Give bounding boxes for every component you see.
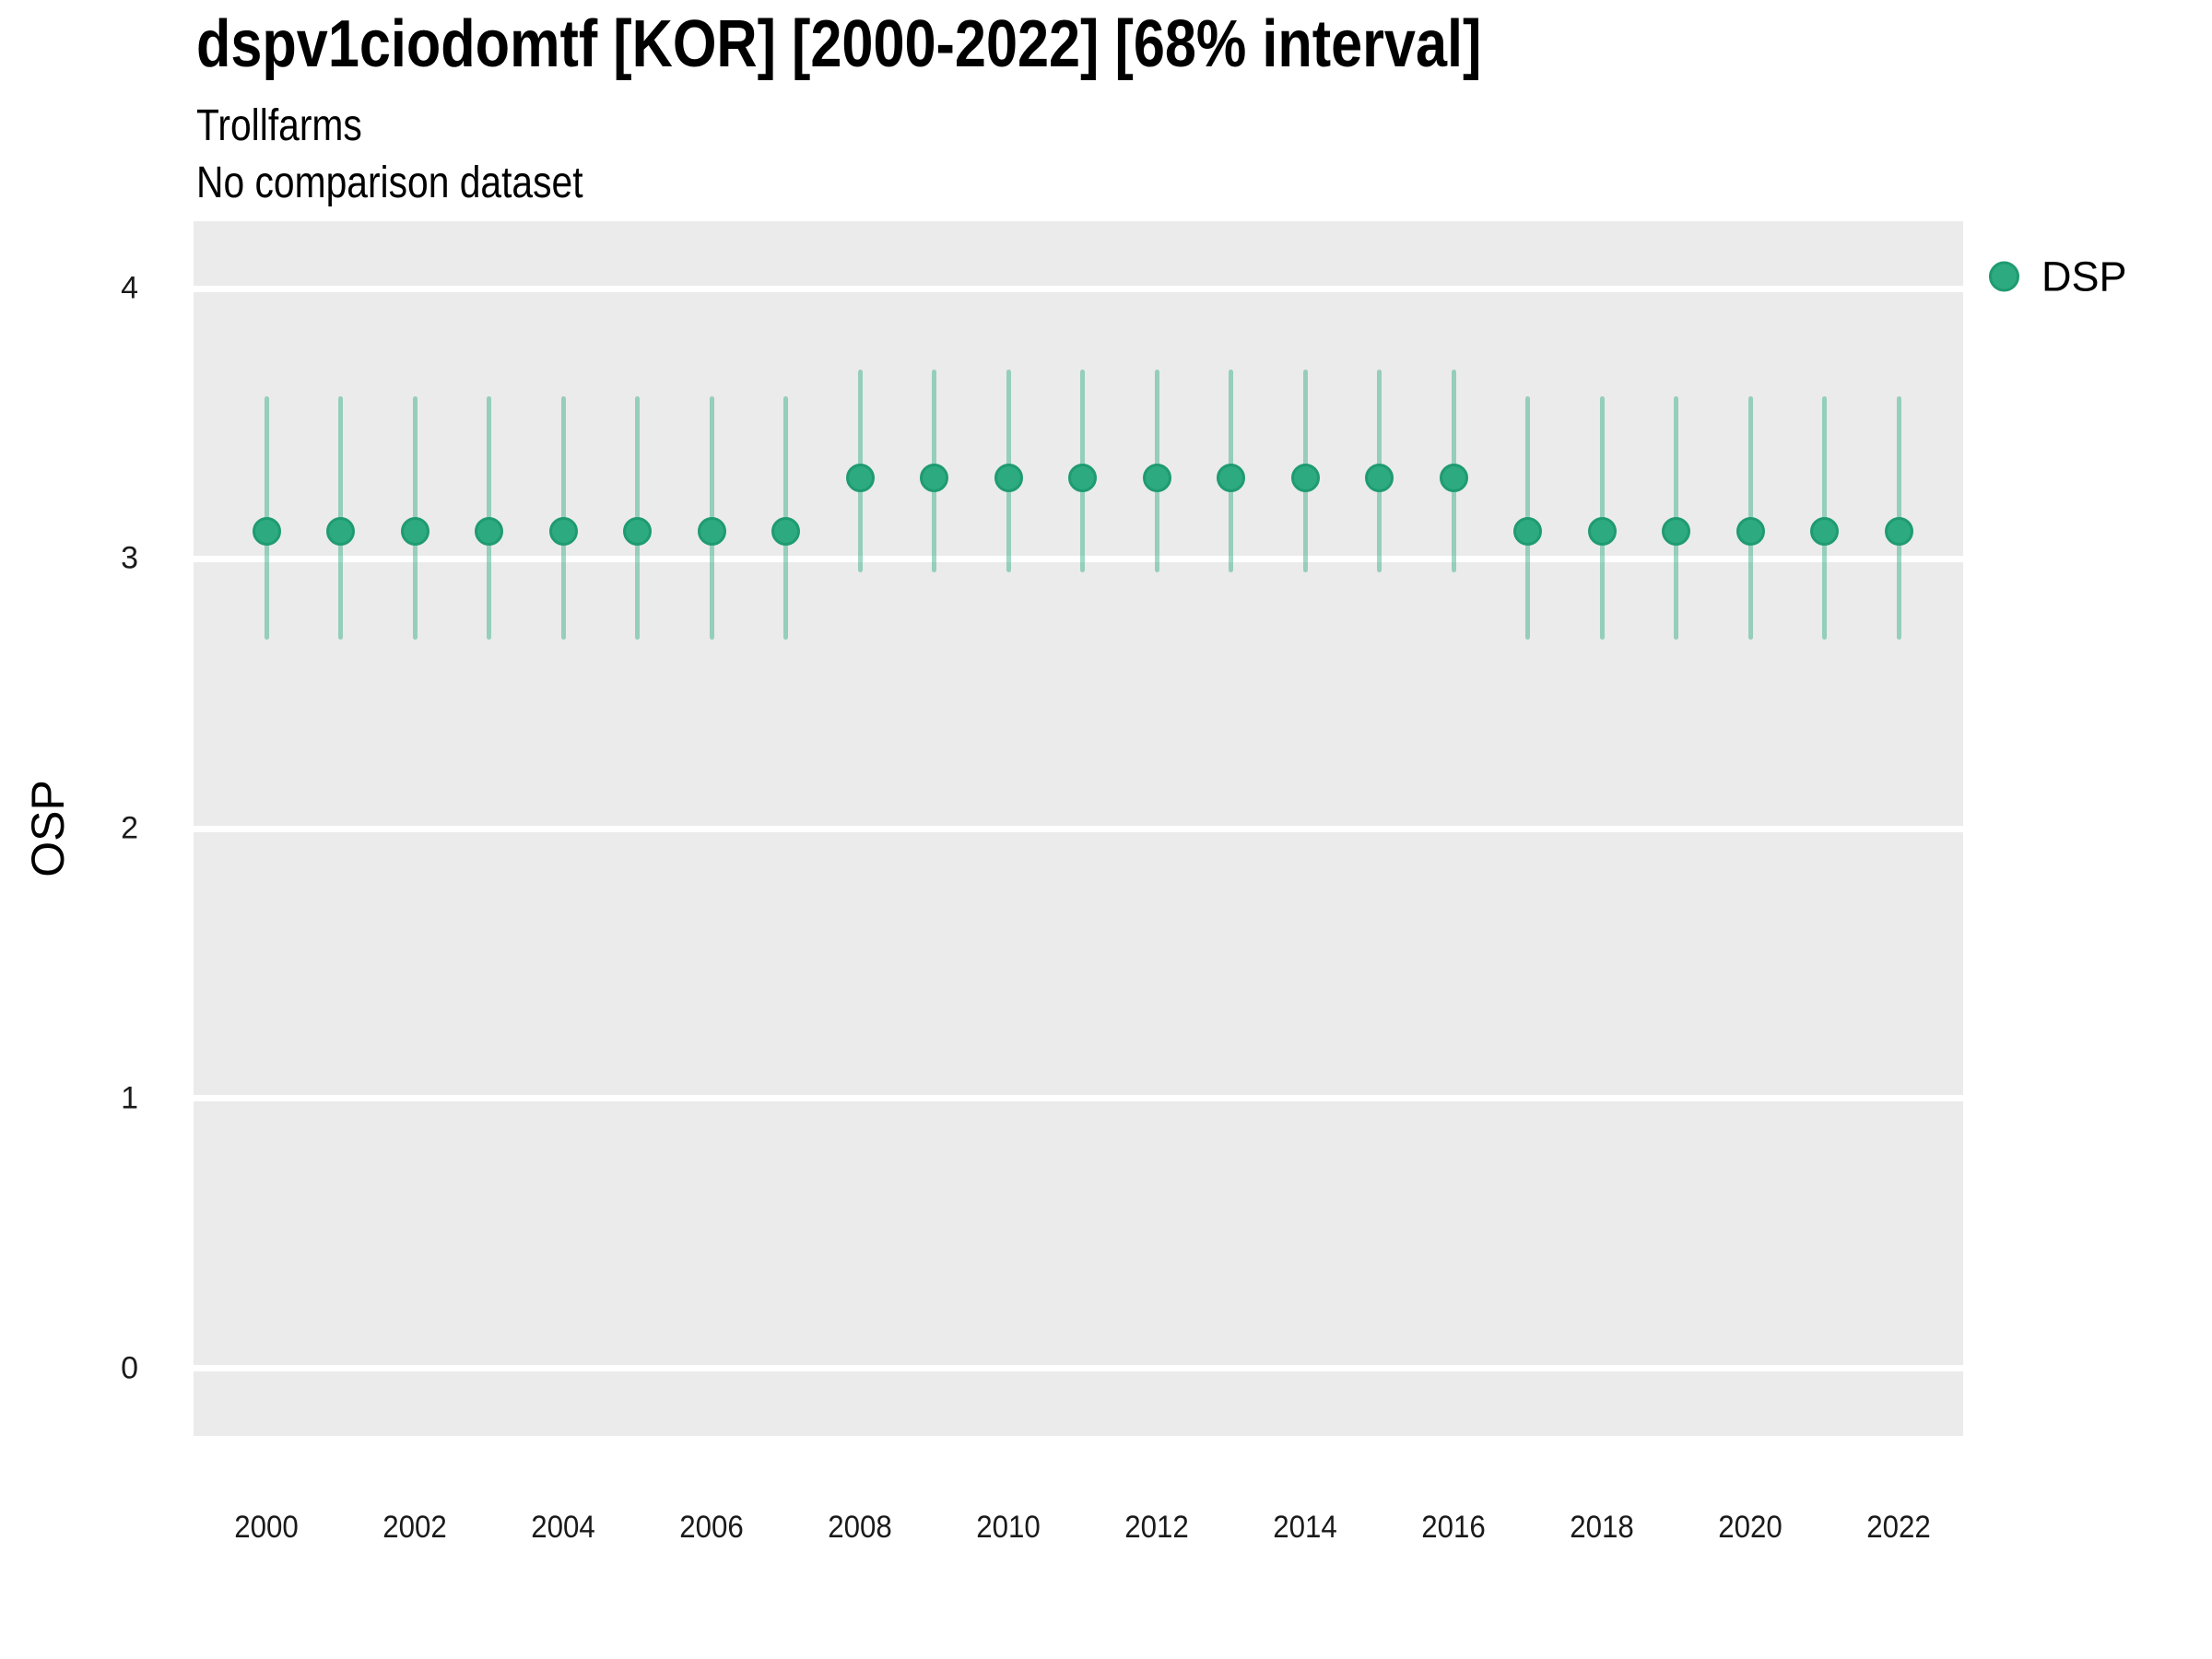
data-point [771, 517, 800, 547]
y-gridline [194, 1365, 1963, 1372]
data-point [1365, 463, 1394, 492]
comparison-note: No comparison dataset [196, 159, 583, 207]
x-tick-label: 2010 [976, 1510, 1041, 1545]
data-point [475, 517, 503, 547]
data-point [1439, 463, 1468, 492]
data-point [1884, 517, 1913, 547]
data-point [1810, 517, 1839, 547]
x-tick-label: 2018 [1570, 1510, 1634, 1545]
chart-title: dspv1ciodomtf [KOR] [2000-2022] [68% int… [196, 7, 1482, 81]
data-point [1587, 517, 1617, 547]
x-tick-label: 2002 [382, 1510, 447, 1545]
plot-panel [194, 221, 1963, 1436]
y-gridline [194, 555, 1963, 562]
x-tick-label: 2004 [531, 1510, 595, 1545]
legend: DSP [1989, 256, 2127, 298]
y-tick-label: 1 [121, 1080, 138, 1116]
y-tick-label: 0 [121, 1350, 138, 1386]
x-tick-label: 2006 [679, 1510, 744, 1545]
legend-point-icon [1989, 261, 2019, 292]
data-point [326, 517, 355, 547]
data-point [1662, 517, 1690, 547]
chart-subtitle: Trollfarms [196, 101, 362, 150]
y-tick-label: 3 [121, 540, 138, 576]
data-point [548, 517, 578, 547]
data-point [400, 517, 429, 547]
data-point [994, 463, 1023, 492]
data-point [920, 463, 948, 492]
data-point [845, 463, 875, 492]
data-point [1217, 463, 1245, 492]
data-point [1068, 463, 1097, 492]
x-tick-label: 2014 [1273, 1510, 1337, 1545]
y-gridline [194, 285, 1963, 292]
data-point [1735, 517, 1765, 547]
x-tick-label: 2016 [1421, 1510, 1486, 1545]
x-tick-label: 2000 [234, 1510, 299, 1545]
legend-label: DSP [2041, 253, 2127, 300]
data-point [697, 517, 726, 547]
data-point [252, 517, 281, 547]
data-point [1513, 517, 1542, 547]
x-tick-label: 2020 [1718, 1510, 1783, 1545]
x-tick-label: 2012 [1124, 1510, 1189, 1545]
data-point [1142, 463, 1171, 492]
data-point [1290, 463, 1320, 492]
data-point [623, 517, 652, 547]
y-tick-label: 4 [121, 270, 138, 306]
y-gridline [194, 825, 1963, 832]
x-tick-label: 2022 [1866, 1510, 1931, 1545]
x-tick-label: 2008 [828, 1510, 892, 1545]
y-tick-label: 2 [121, 810, 138, 846]
y-gridline [194, 1095, 1963, 1102]
